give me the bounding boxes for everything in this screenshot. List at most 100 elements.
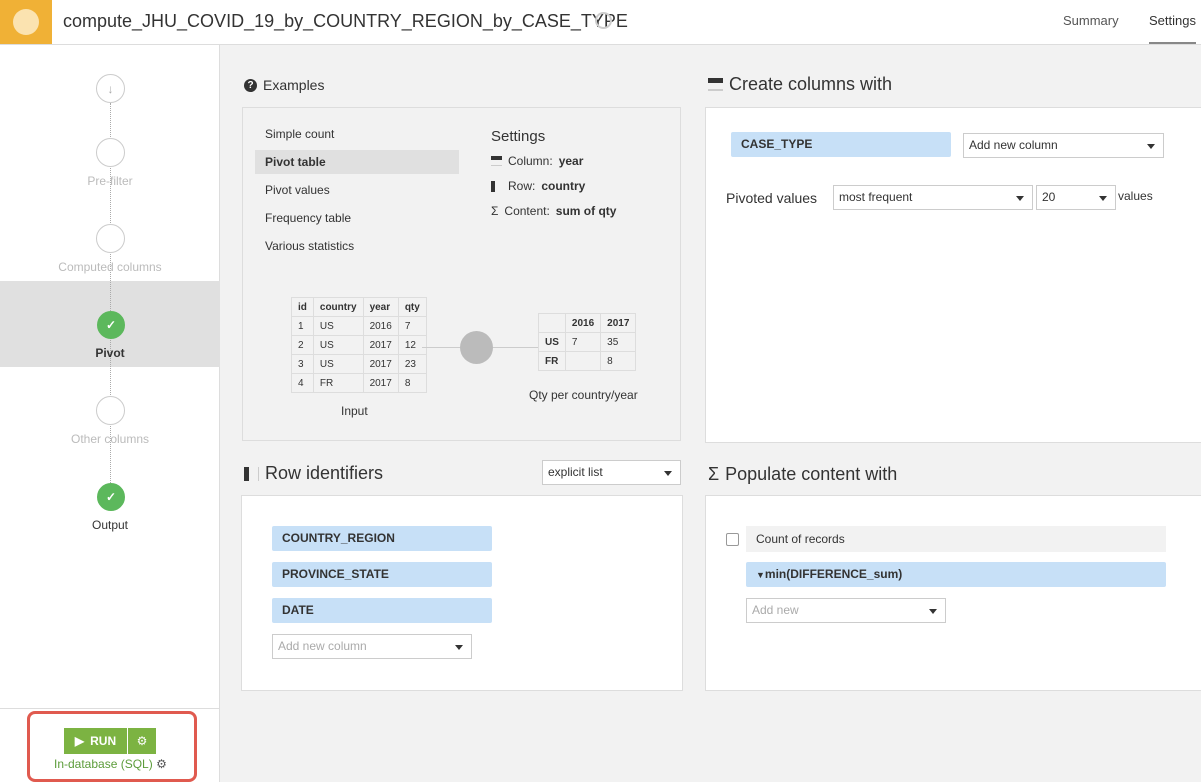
row-identifiers-panel: COUNTRY_REGION PROVINCE_STATE DATE Add n…: [241, 495, 683, 691]
step-input-arrow-icon[interactable]: ↓: [96, 74, 125, 103]
table-cell: FR: [312, 373, 364, 393]
tab-summary[interactable]: Summary: [1063, 13, 1119, 28]
row-identifiers-heading: Row identifiers: [244, 463, 383, 484]
engine-selector[interactable]: In-database (SQL) ⚙: [54, 757, 167, 771]
table-row: 1 US 2016 7: [291, 316, 427, 336]
tab-settings[interactable]: Settings: [1149, 13, 1196, 44]
populate-heading: Σ Populate content with: [708, 464, 898, 484]
column-pill[interactable]: CASE_TYPE: [731, 132, 951, 157]
settings-title: Settings: [491, 128, 546, 145]
table-cell: 4: [291, 373, 314, 393]
table-cell: 2016: [362, 316, 399, 336]
run-settings-gear-icon[interactable]: ⚙: [128, 728, 156, 754]
table-cell: 2: [291, 335, 314, 355]
recipe-title: compute_JHU_COVID_19_by_COUNTRY_REGION_b…: [63, 11, 628, 31]
caret-down-icon: ▼: [756, 570, 765, 580]
table-header: [538, 313, 566, 333]
table-header: country: [312, 297, 364, 317]
example-pivot-values[interactable]: Pivot values: [265, 183, 330, 197]
engine-label: In-database (SQL): [54, 757, 153, 771]
table-cell: 35: [600, 332, 637, 352]
step-output-label[interactable]: Output: [91, 518, 129, 532]
example-simple-count[interactable]: Simple count: [265, 127, 335, 141]
add-aggregation-select[interactable]: Add new: [746, 598, 946, 623]
table-cell: 7: [564, 332, 602, 352]
table-cell: 23: [397, 354, 427, 374]
examples-panel: Simple count Pivot table Pivot values Fr…: [242, 107, 681, 441]
table-header: id: [291, 297, 314, 317]
table-row: US 7 35: [538, 332, 637, 352]
input-table: id country year qty 1 US 2016 7 2 US 2017 12 3 US 2017…: [291, 297, 427, 393]
row-id-pill[interactable]: COUNTRY_REGION: [272, 526, 492, 551]
populate-panel: Count of records ▼min(DIFFERENCE_sum) Ad…: [705, 495, 1201, 691]
highlight-box: [27, 711, 197, 782]
check-icon[interactable]: ✓: [97, 483, 125, 511]
table-row: 4 FR 2017 8: [291, 373, 427, 393]
table-cell: US: [312, 354, 364, 374]
output-caption: Qty per country/year: [529, 388, 638, 402]
column-icon: [491, 156, 502, 166]
row-identifiers-mode-select[interactable]: explicit list: [542, 460, 681, 485]
pivoted-values-label: Pivoted values: [726, 190, 818, 206]
step-computed-columns-label[interactable]: Computed columns: [58, 260, 162, 274]
row-id-pill[interactable]: DATE: [272, 598, 492, 623]
table-cell: US: [312, 335, 364, 355]
run-button[interactable]: ▶ RUN: [64, 728, 127, 754]
row-icon: [244, 466, 259, 481]
table-cell: 8: [600, 351, 637, 371]
step-connector: [110, 103, 111, 483]
step-prefilter[interactable]: [96, 138, 125, 167]
play-icon: ▶: [74, 734, 85, 748]
values-label: values: [1118, 189, 1153, 203]
row-id-pill[interactable]: PROVINCE_STATE: [272, 562, 492, 587]
table-header: year: [362, 297, 399, 317]
examples-title: Examples: [263, 77, 325, 93]
column-icon: [708, 78, 723, 91]
examples-heading: ? Examples: [244, 77, 324, 93]
table-cell: FR: [538, 351, 566, 371]
run-label: RUN: [90, 734, 117, 748]
table-cell: 2017: [362, 373, 399, 393]
table-row: 3 US 2017 23: [291, 354, 427, 374]
compass-icon[interactable]: [595, 12, 612, 29]
setting-content: Σ Content: sum of qty: [491, 204, 617, 218]
table-cell: [564, 351, 602, 371]
example-pivot-table[interactable]: Pivot table: [255, 150, 459, 174]
table-header: 2016: [564, 313, 602, 333]
sigma-icon: Σ: [491, 204, 499, 218]
table-cell: 1: [291, 316, 314, 336]
row-icon: [491, 180, 502, 192]
table-cell: 3: [291, 354, 314, 374]
step-other-columns[interactable]: [96, 396, 125, 425]
example-frequency-table[interactable]: Frequency table: [265, 211, 352, 225]
table-cell: 12: [397, 335, 427, 355]
step-other-columns-label[interactable]: Other columns: [70, 432, 150, 446]
header: compute_JHU_COVID_19_by_COUNTRY_REGION_b…: [0, 0, 1201, 45]
add-row-id-select[interactable]: Add new column: [272, 634, 472, 659]
pivoted-mode-select[interactable]: most frequent: [833, 185, 1033, 210]
table-row: 2 US 2017 12: [291, 335, 427, 355]
step-prefilter-label[interactable]: Pre-filter: [87, 174, 133, 188]
check-icon[interactable]: ✓: [97, 311, 125, 339]
count-records-checkbox[interactable]: [726, 533, 739, 546]
add-column-select[interactable]: Add new column: [963, 133, 1164, 158]
example-various-statistics[interactable]: Various statistics: [265, 239, 355, 253]
count-records-row: Count of records: [746, 526, 1166, 552]
setting-row: Row: country: [491, 179, 585, 193]
recipe-logo-icon[interactable]: [0, 0, 52, 44]
step-computed-columns[interactable]: [96, 224, 125, 253]
table-header-row: id country year qty: [291, 297, 427, 317]
table-header-row: 2016 2017: [538, 313, 637, 333]
table-cell: 2017: [362, 354, 399, 374]
sigma-icon: Σ: [708, 464, 720, 484]
aggregation-pill[interactable]: ▼min(DIFFERENCE_sum): [746, 562, 1166, 587]
table-cell: US: [538, 332, 566, 352]
table-cell: 7: [397, 316, 427, 336]
divider: [0, 708, 220, 709]
pivoted-count-input[interactable]: 20: [1036, 185, 1116, 210]
input-caption: Input: [341, 404, 368, 418]
table-header: 2017: [600, 313, 637, 333]
step-pivot-label[interactable]: Pivot: [95, 346, 125, 360]
setting-column: Column: year: [491, 154, 583, 168]
table-cell: US: [312, 316, 364, 336]
